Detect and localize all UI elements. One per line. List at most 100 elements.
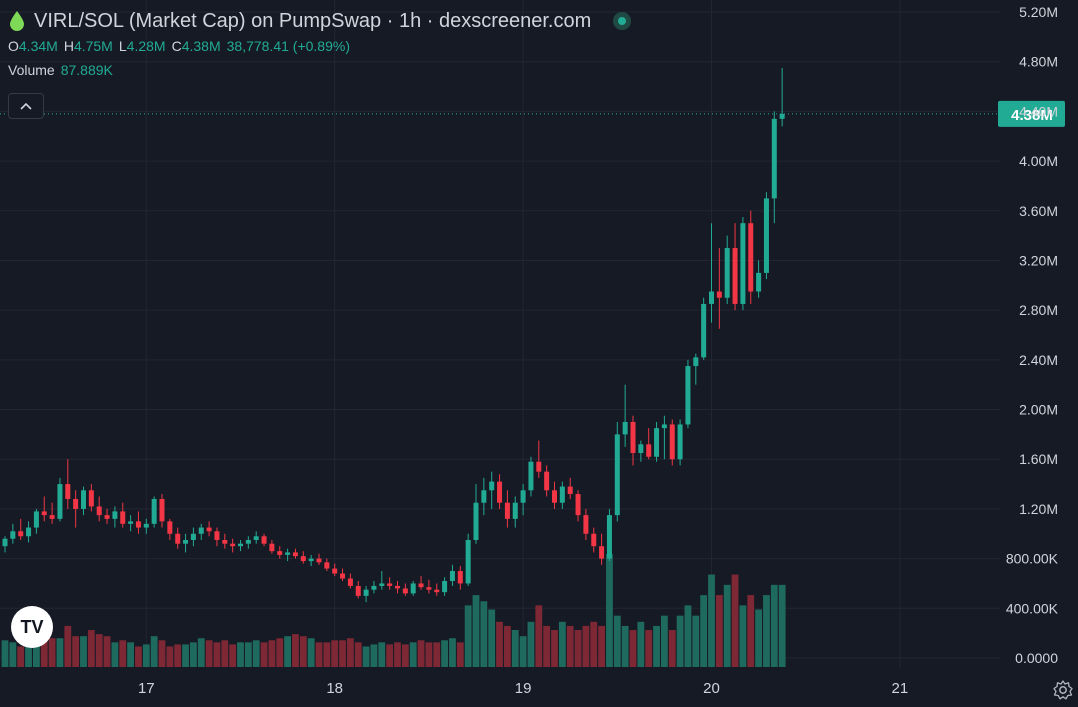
volume-bar (692, 615, 700, 667)
settings-gear-icon[interactable] (1052, 679, 1074, 701)
candle-body (567, 486, 573, 495)
candle-body (340, 573, 346, 579)
candle (269, 539, 275, 554)
volume-bar (519, 636, 527, 667)
candle-body (65, 484, 71, 499)
candle (128, 515, 134, 532)
close-label: C (171, 38, 182, 54)
candle-body (387, 583, 393, 586)
volume-bar (284, 636, 291, 667)
candle (606, 508, 612, 562)
candle-body (748, 223, 754, 292)
volume-bar (394, 642, 401, 667)
x-tick-label: 18 (326, 680, 343, 697)
volume-bar (142, 644, 150, 667)
candle (591, 527, 597, 553)
candle-body (756, 272, 762, 292)
candle (748, 210, 754, 304)
high-value: 4.75M (73, 38, 113, 54)
volume-bar (401, 644, 409, 667)
volume-bar (135, 646, 142, 667)
candle (709, 223, 714, 323)
y-tick-label: 4.80M (1019, 54, 1058, 70)
volume-bar (668, 630, 676, 667)
chart-legend: VIRL/SOL (Market Cap) on PumpSwap · 1h ·… (8, 8, 632, 78)
candle-body (536, 461, 542, 472)
candle (559, 481, 565, 509)
open-label: O (8, 38, 19, 54)
candle (183, 533, 189, 553)
y-tick-label: 4.40M (1019, 103, 1058, 119)
volume-bar (755, 609, 762, 667)
candle-body (41, 511, 47, 516)
candle (316, 553, 322, 565)
volume-bar (307, 638, 315, 667)
candle (206, 521, 212, 537)
candle-body (654, 428, 660, 457)
volume-bar (339, 640, 346, 667)
candle (669, 419, 675, 466)
candle (661, 415, 667, 460)
candle (622, 384, 628, 447)
chevron-up-icon (20, 102, 32, 110)
candle (395, 580, 400, 594)
candle-body (763, 198, 769, 273)
candle (442, 577, 448, 596)
candle (779, 67, 785, 127)
candle-body (269, 543, 275, 552)
volume-bar (653, 625, 660, 667)
candle-body (292, 552, 298, 557)
candle (277, 546, 283, 559)
candle-body (57, 484, 63, 519)
volume-bar (613, 615, 621, 667)
candle-body (669, 424, 675, 460)
y-tick-label: 2.80M (1019, 302, 1058, 318)
volume-bar (9, 642, 17, 667)
tradingview-logo[interactable]: TV (11, 606, 53, 648)
candle-body (159, 498, 165, 522)
candle (135, 511, 141, 534)
candle (520, 484, 526, 516)
volume-bar (119, 640, 127, 667)
candle (654, 421, 660, 462)
volume-bar (511, 630, 519, 667)
candle-body (779, 113, 785, 119)
candle-body (512, 502, 518, 519)
candle (732, 223, 738, 311)
candle (347, 573, 353, 589)
collapse-legend-button[interactable] (8, 93, 44, 119)
candle-body (622, 421, 628, 435)
y-tick-label: 0.0000 (1015, 650, 1058, 666)
candle-body (206, 527, 212, 532)
x-tick-label: 19 (515, 680, 532, 697)
volume-bar (433, 642, 441, 667)
change-value: 38,778.41 (+0.89%) (226, 38, 350, 54)
volume-bar (543, 625, 551, 667)
high-label: H (63, 38, 74, 54)
candle-body (143, 523, 149, 528)
volume-bar (292, 634, 299, 667)
grid-lines (0, 0, 1000, 668)
volume-bar (747, 595, 755, 667)
candle-body (214, 531, 220, 540)
volume-bar (64, 625, 72, 667)
candle-body (559, 486, 565, 503)
candle (143, 518, 149, 534)
y-tick-label: 400.00K (1006, 600, 1059, 616)
candle (402, 583, 408, 596)
candle-body (33, 511, 39, 528)
volume-bar (72, 636, 80, 667)
volume-bar (551, 630, 558, 667)
volume-bar (56, 638, 64, 667)
candle (434, 583, 440, 596)
candle (614, 421, 620, 522)
candle-body (583, 515, 589, 534)
candle (410, 580, 416, 596)
volume-bar (174, 644, 182, 667)
volume-bar (150, 636, 158, 667)
candle-body (379, 583, 385, 586)
candle (552, 481, 557, 509)
volume-bar (1, 640, 9, 667)
candle (685, 359, 691, 429)
